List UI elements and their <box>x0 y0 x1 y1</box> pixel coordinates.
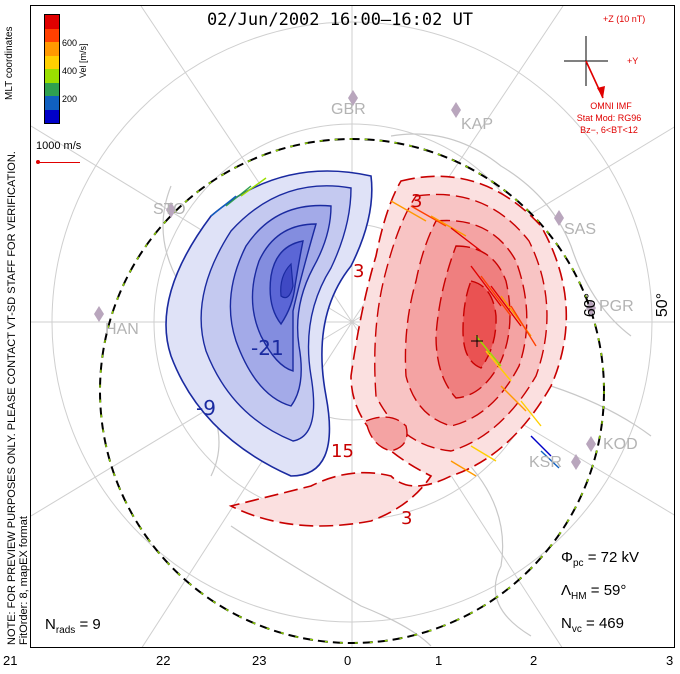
radar-site-markers <box>94 90 596 470</box>
map-title: 02/Jun/2002 16:00–16:02 UT <box>206 10 474 30</box>
mlt-tick-0: 0 <box>344 653 352 668</box>
radar-label-ksr: KSR <box>529 454 562 471</box>
latitude-label-50: 50° <box>654 292 672 318</box>
nvc-sub: vc <box>571 624 582 635</box>
contour-label-neg-9: -9 <box>196 396 216 420</box>
colorbar-segment <box>45 96 59 110</box>
mlt-tick-21: 21 <box>3 653 18 668</box>
colorbar-segment <box>45 15 59 29</box>
lambda-symbol: Λ <box>561 582 572 599</box>
imf-source: OMNI IMF <box>590 101 632 111</box>
mlt-coordinates-label: MLT coordinates <box>4 26 15 100</box>
mlt-tick-22: 22 <box>156 653 171 668</box>
imf-condition: Bz−, 6<BT<12 <box>580 125 638 135</box>
contour-label-pos-15: 15 <box>331 441 354 462</box>
imf-model: Stat Mod: RG96 <box>576 113 642 123</box>
colorbar-segment <box>45 109 59 123</box>
contour-label-neg-21: -21 <box>251 336 284 360</box>
cross-polar-potential: Φpc = 72 kV <box>561 549 639 569</box>
reference-vector-dot <box>36 160 40 164</box>
velocity-colorbar <box>44 14 60 124</box>
radar-count: Nrads = 9 <box>45 616 101 636</box>
mlt-tick-2: 2 <box>530 653 538 668</box>
mlt-tick-1: 1 <box>435 653 443 668</box>
nrads-value: = 9 <box>79 616 101 633</box>
colorbar-segment <box>45 82 59 96</box>
nvc-value: = 469 <box>586 615 624 632</box>
colorbar-tick-600: 600 <box>62 38 78 48</box>
colorbar-segment <box>45 28 59 42</box>
nvc-symbol: N <box>561 615 572 632</box>
positive-potential-cell <box>228 175 568 527</box>
radar-label-han: HAN <box>105 321 139 338</box>
radar-label-gbr: GBR <box>331 101 366 118</box>
radar-label-pgr: PGR <box>599 298 634 315</box>
reference-vector-label: 1000 m/s <box>36 140 82 152</box>
preview-note: NOTE: FOR PREVIEW PURPOSES ONLY. PLEASE … <box>6 151 30 645</box>
imf-by-label: +Y <box>627 56 639 66</box>
phi-value: = 72 kV <box>587 549 639 566</box>
preview-note-line1: NOTE: FOR PREVIEW PURPOSES ONLY. PLEASE … <box>6 151 18 645</box>
contour-label-pos-3b: 3 <box>353 261 365 282</box>
phi-symbol: Φ <box>561 549 573 566</box>
colorbar-label: Vel [m/s] <box>78 43 88 78</box>
latitude-label-60: 60° <box>582 292 600 318</box>
radar-label-kap: KAP <box>461 116 494 133</box>
preview-note-line2: FitOrder: 8, mapEX format <box>18 516 30 645</box>
convection-map <box>31 6 674 647</box>
colorbar-segment <box>45 69 59 83</box>
radar-label-kod: KOD <box>603 436 638 453</box>
phi-sub: pc <box>572 558 584 569</box>
hm-boundary-green <box>99 138 605 644</box>
negative-potential-cell <box>165 170 373 477</box>
map-frame: -21 -9 3 3 15 3 GBR KAP SAS PGR KOD KSR … <box>30 5 675 648</box>
contour-label-pos-3c: 3 <box>401 508 413 529</box>
vector-count: Nvc = 469 <box>561 615 624 635</box>
colorbar-tick-400: 400 <box>62 66 78 76</box>
radar-label-sas: SAS <box>564 221 597 238</box>
reference-vector-arrow <box>38 162 80 163</box>
colorbar-segment <box>45 42 59 56</box>
hm-latitude: ΛHM = 59° <box>561 582 626 602</box>
colorbar-segment <box>45 55 59 69</box>
mlt-tick-23: 23 <box>252 653 267 668</box>
lambda-value: = 59° <box>590 582 627 599</box>
imf-clock-diagram <box>564 36 608 99</box>
nrads-sub: rads <box>55 625 76 636</box>
radar-label-sto: STO <box>153 201 186 218</box>
contour-label-pos-3a: 3 <box>411 191 423 212</box>
imf-bz-label: +Z (10 nT) <box>603 14 646 24</box>
lambda-sub: HM <box>571 591 587 602</box>
colorbar-tick-200: 200 <box>62 94 78 104</box>
nrads-symbol: N <box>45 616 56 633</box>
mlt-tick-3: 3 <box>666 653 674 668</box>
